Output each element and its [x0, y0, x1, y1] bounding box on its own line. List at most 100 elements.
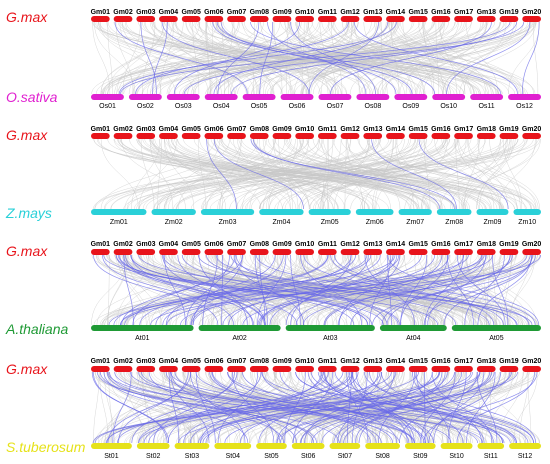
- background-link: [299, 138, 498, 210]
- chromosome-bar-top: [113, 249, 133, 255]
- chromosome-bar-top: [295, 133, 314, 139]
- highlight-link: [217, 371, 259, 444]
- background-link: [208, 138, 223, 210]
- background-link: [422, 254, 443, 326]
- chromosome-bar-top: [431, 16, 451, 22]
- highlight-link: [118, 21, 397, 95]
- background-link: [209, 138, 534, 210]
- chromosome-bar-top: [408, 366, 428, 372]
- background-link: [213, 21, 477, 95]
- background-link: [129, 371, 267, 444]
- chromosome-bar-top: [181, 16, 201, 22]
- chromosome-label-top: Gm13: [363, 126, 383, 133]
- chromosome-bar-bottom: [355, 209, 394, 215]
- chromosome-label-top: Gm06: [204, 241, 224, 248]
- highlight-link: [171, 371, 281, 444]
- background-link: [340, 138, 532, 210]
- highlight-link: [198, 254, 518, 326]
- chromosome-label-top: Gm12: [340, 241, 360, 248]
- highlight-link: [412, 371, 482, 444]
- chromosome-label-top: Gm16: [431, 126, 451, 133]
- background-link: [442, 21, 518, 95]
- highlight-link: [371, 138, 457, 210]
- highlight-link: [117, 254, 369, 326]
- chromosome-label-top: Gm16: [431, 241, 451, 248]
- background-link: [179, 21, 496, 95]
- background-link: [214, 138, 418, 210]
- background-link: [463, 371, 494, 444]
- background-link: [134, 138, 450, 210]
- chromosome-label-top: Gm14: [386, 358, 406, 365]
- chromosome-label-top: Gm12: [340, 358, 360, 365]
- background-link: [469, 254, 513, 326]
- chromosome-bar-top: [113, 16, 133, 22]
- chromosome-bar-top: [91, 366, 110, 372]
- background-link: [251, 21, 533, 95]
- chromosome-label-top: Gm12: [340, 9, 360, 16]
- highlight-link: [252, 138, 441, 210]
- highlight-link: [242, 371, 427, 444]
- highlight-link: [290, 21, 376, 95]
- chromosome-label-top: Gm09: [272, 9, 292, 16]
- chromosome-bar-bottom: [398, 209, 432, 215]
- highlight-link: [199, 371, 322, 444]
- chromosome-label-top: Gm17: [454, 358, 474, 365]
- chromosome-bar-top: [113, 133, 133, 139]
- background-link: [451, 254, 496, 326]
- chromosome-label-bottom: Zm03: [219, 219, 237, 226]
- highlight-link: [350, 254, 487, 326]
- chromosome-bar-bottom: [509, 443, 541, 449]
- highlight-link: [106, 371, 284, 444]
- chromosome-label-bottom: Zm07: [406, 219, 424, 226]
- background-link: [478, 254, 529, 326]
- highlight-link: [351, 371, 408, 444]
- background-link: [322, 138, 446, 210]
- chromosome-bar-top: [272, 133, 292, 139]
- chromosome-bar-top: [249, 249, 269, 255]
- highlight-link: [310, 371, 503, 444]
- highlight-link: [258, 254, 465, 326]
- highlight-link: [140, 371, 479, 444]
- highlight-link: [381, 371, 494, 444]
- highlight-link: [183, 371, 324, 444]
- background-link: [331, 21, 475, 95]
- chromosome-label-bottom: St01: [104, 453, 119, 460]
- chromosome-bar-bottom: [285, 325, 375, 331]
- background-link: [380, 21, 536, 95]
- chromosome-label-top: Gm15: [408, 126, 428, 133]
- background-link: [224, 21, 445, 95]
- highlight-link: [381, 254, 511, 326]
- background-link: [498, 138, 536, 210]
- chromosome-bar-top: [476, 16, 496, 22]
- highlight-link: [307, 371, 434, 444]
- background-link: [205, 138, 324, 210]
- background-link: [113, 21, 481, 95]
- highlight-link: [260, 254, 394, 326]
- highlight-link: [231, 21, 517, 95]
- highlight-link: [276, 371, 512, 444]
- background-link: [283, 138, 468, 210]
- chromosome-label-top: Gm11: [318, 126, 337, 133]
- chromosome-label-bottom: St07: [338, 453, 353, 460]
- chromosome-bar-top: [476, 133, 496, 139]
- background-link: [350, 138, 481, 210]
- background-link: [97, 371, 392, 444]
- highlight-link: [114, 21, 248, 95]
- background-link: [420, 371, 471, 444]
- highlight-link: [308, 21, 379, 95]
- chromosome-bar-bottom: [477, 443, 505, 449]
- background-link: [108, 371, 113, 444]
- chromosome-bar-bottom: [256, 443, 287, 449]
- background-link: [333, 138, 439, 210]
- highlight-link: [355, 371, 415, 444]
- background-link: [173, 138, 528, 210]
- background-link: [157, 138, 276, 210]
- background-link: [152, 21, 258, 95]
- background-link: [99, 371, 109, 444]
- background-link: [142, 138, 456, 210]
- chromosome-label-bottom: St09: [413, 453, 428, 460]
- chromosome-label-top: Gm06: [204, 358, 224, 365]
- chromosome-label-top: Gm19: [499, 9, 519, 16]
- chromosome-label-bottom: St03: [185, 453, 200, 460]
